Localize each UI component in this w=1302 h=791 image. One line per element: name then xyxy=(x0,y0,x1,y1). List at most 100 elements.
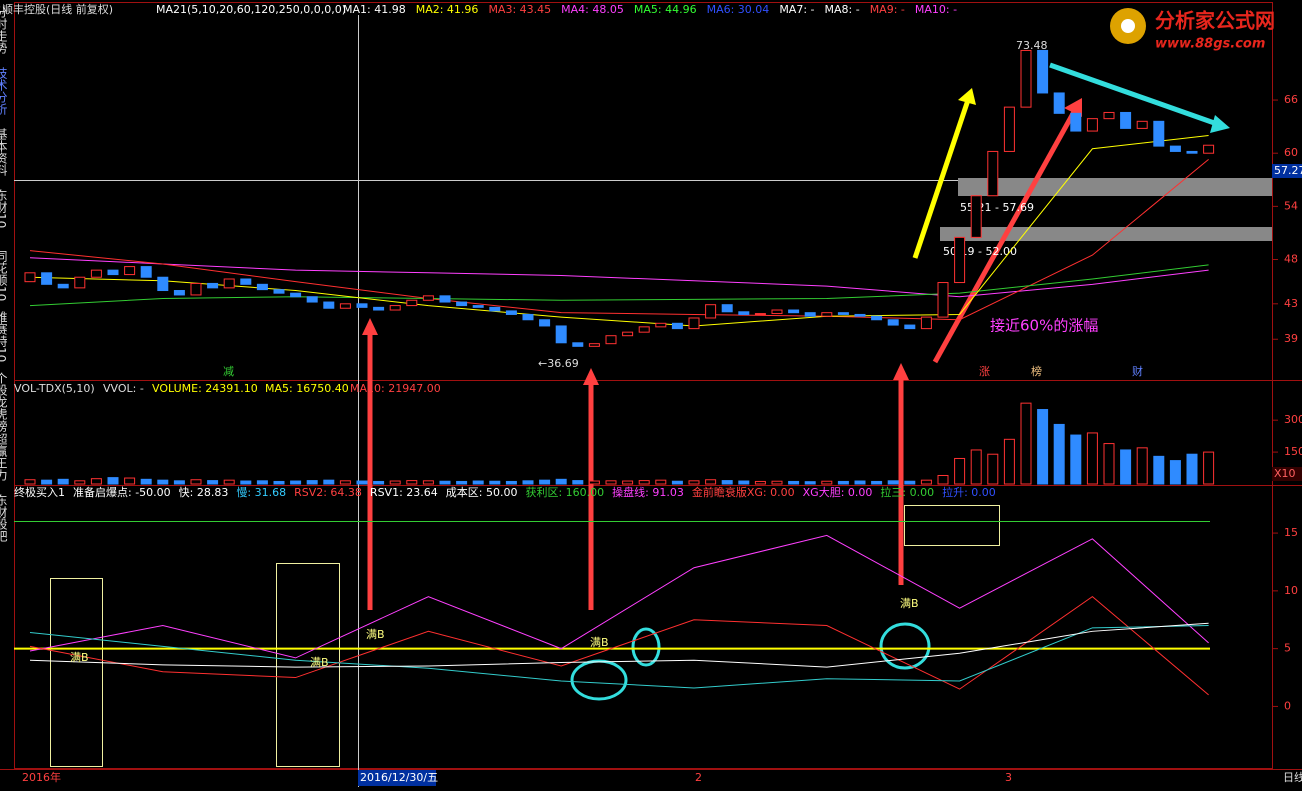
indicator-value: 拉三: 0.00 xyxy=(880,485,934,499)
volume-bar xyxy=(788,480,800,485)
indicator-line xyxy=(29,622,1209,668)
candle xyxy=(987,150,999,197)
candle xyxy=(207,282,219,289)
low-label: ←36.69 xyxy=(538,357,579,370)
candle xyxy=(1120,111,1132,129)
logo-url: www.88gs.com xyxy=(1155,37,1265,52)
volume-bar xyxy=(207,480,219,485)
volume-bar xyxy=(688,480,700,485)
y-tick-label: 300 xyxy=(1284,413,1302,426)
candle xyxy=(821,312,833,317)
volume-bar xyxy=(90,478,102,485)
volume-bar xyxy=(389,480,401,485)
box-mark xyxy=(904,505,1000,546)
y-tick-label: 10 xyxy=(1284,584,1298,597)
volume-bar xyxy=(937,474,949,485)
volume-bar xyxy=(157,479,169,485)
support-zone xyxy=(940,227,1272,241)
candle xyxy=(871,315,883,321)
current-price: 57.27 xyxy=(1274,164,1302,177)
candle xyxy=(240,278,252,285)
candle xyxy=(655,322,667,328)
ma-value: MA3: 43.45 xyxy=(488,3,551,16)
event-mark: 财 xyxy=(1132,364,1143,378)
volume-bar xyxy=(240,480,252,485)
candle xyxy=(74,276,86,289)
vol-volume: VOLUME: 24391.10 xyxy=(152,382,258,395)
volume-bar xyxy=(671,480,683,485)
indicator-value: 快: 28.83 xyxy=(179,486,229,499)
ma-value: MA1: 41.98 xyxy=(343,3,406,16)
ma-value: MA5: 44.96 xyxy=(634,3,697,16)
volume-bar xyxy=(539,479,551,485)
candle xyxy=(1086,118,1098,132)
volume-bar xyxy=(970,449,982,485)
candle xyxy=(937,282,949,318)
volume-bar xyxy=(456,480,468,485)
volume-bar xyxy=(406,480,418,485)
vol-name: VOL-TDX(5,10) xyxy=(14,382,95,395)
volume-bar xyxy=(41,479,53,485)
candle xyxy=(140,266,152,278)
circle-mark xyxy=(631,627,661,667)
y-tick-label: 39 xyxy=(1284,332,1298,345)
candle xyxy=(406,299,418,307)
candle xyxy=(57,283,69,289)
sidebar-tab: 基本资料 xyxy=(0,128,8,176)
candle xyxy=(837,312,849,315)
candle xyxy=(1037,49,1049,94)
gain-note: 接近60%的涨幅 xyxy=(990,317,1098,335)
y-tick-label: 66 xyxy=(1284,93,1298,106)
sidebar-tab: 分时走势 xyxy=(0,6,8,54)
candle xyxy=(1020,49,1032,108)
volume-bar xyxy=(655,479,667,485)
volume-bar xyxy=(306,480,318,485)
box-mark xyxy=(276,563,340,767)
box-mark xyxy=(50,578,103,767)
date-badge xyxy=(358,770,436,786)
volume-bar xyxy=(1053,423,1065,485)
volume-bar xyxy=(505,480,517,485)
volume-bar xyxy=(339,480,351,485)
candle xyxy=(306,296,318,303)
volume-bar xyxy=(954,457,966,485)
resistance-zone xyxy=(958,178,1272,196)
candle xyxy=(223,278,235,289)
vol-ma10: MA10: 21947.00 xyxy=(350,382,441,395)
volume-bar xyxy=(472,480,484,485)
y-tick-label: 43 xyxy=(1284,297,1298,310)
candle xyxy=(1153,120,1165,147)
ma-value: MA9: - xyxy=(870,3,905,16)
candle xyxy=(472,305,484,308)
volume-bar xyxy=(373,480,385,485)
candle xyxy=(771,309,783,315)
candle xyxy=(754,313,766,316)
signal-label: 满B xyxy=(70,651,89,664)
volume-bar xyxy=(1153,455,1165,485)
volume-bar xyxy=(439,480,451,485)
candle xyxy=(173,290,185,296)
volume-bar xyxy=(705,479,717,485)
candle xyxy=(190,282,202,296)
volume-bar xyxy=(223,479,235,485)
volume-bar xyxy=(837,480,849,485)
volume-bar xyxy=(804,481,816,485)
candle xyxy=(555,325,567,344)
indicator-value: RSV1: 23.64 xyxy=(370,486,438,499)
candle xyxy=(1003,106,1015,152)
volume-bar xyxy=(190,479,202,485)
logo: 分析家公式网 www.88gs.com xyxy=(1110,8,1275,52)
candle xyxy=(356,303,368,308)
ma-value: MA2: 41.96 xyxy=(416,3,479,16)
indicator-value: 获利区: 160.00 xyxy=(525,486,604,499)
candle xyxy=(572,342,584,347)
stock-name: 顺丰控股(日线 前复权) xyxy=(2,2,113,16)
y-tick-label: 15 xyxy=(1284,526,1298,539)
y-tick-label: 5 xyxy=(1284,642,1291,655)
candle xyxy=(256,283,268,291)
ma-line xyxy=(29,159,1209,321)
event-mark: 涨 xyxy=(979,365,990,378)
candle xyxy=(1053,92,1065,114)
candle xyxy=(389,305,401,311)
